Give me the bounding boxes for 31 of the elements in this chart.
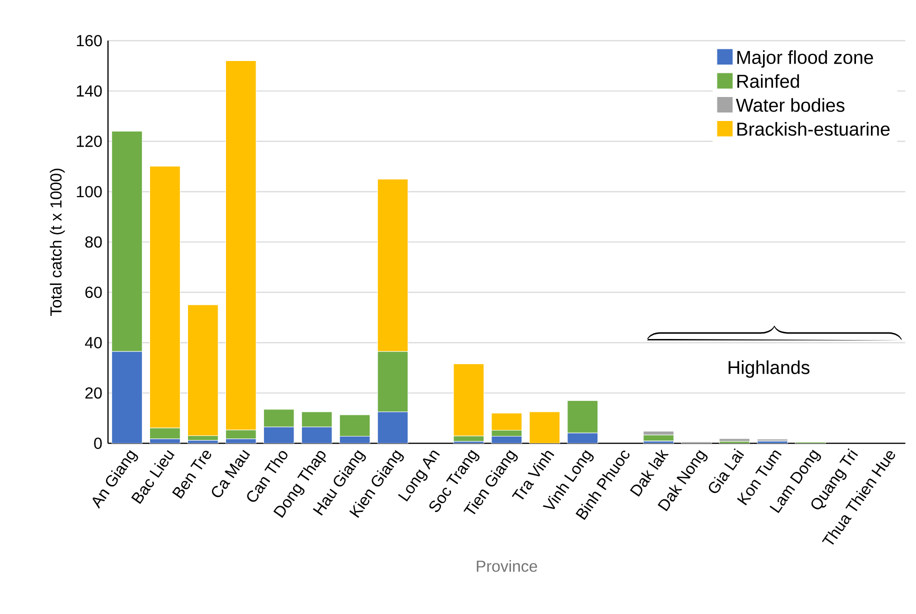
legend-label: Water bodies [736, 98, 844, 112]
bar [529, 412, 560, 444]
bar [150, 428, 180, 440]
y-tick-label: 80 [85, 236, 102, 248]
legend-label: Major flood zone [737, 50, 873, 68]
y-tick-label: 120 [76, 136, 102, 147]
bar [263, 409, 294, 428]
y-axis-title: Total catch (t x 1000) [50, 168, 65, 316]
y-tick-label: 0 [94, 438, 102, 449]
bar [150, 166, 180, 428]
bar [453, 364, 484, 436]
legend-label: Brackish-estuarine [737, 122, 890, 136]
annotation: Highlands [728, 360, 810, 378]
bar [377, 178, 408, 352]
y-tick-label: 160 [76, 35, 102, 46]
legend-label: Rainfed [737, 74, 799, 88]
x-tick-label: Gia Lai [708, 448, 744, 494]
y-tick-label: 100 [76, 186, 102, 198]
bar [187, 304, 218, 436]
x-axis-title: Province [476, 560, 538, 572]
y-tick-label: 60 [85, 286, 102, 298]
y-tick-label: 20 [85, 387, 102, 399]
bar [377, 351, 408, 412]
bar [339, 414, 370, 437]
bar [567, 400, 598, 434]
y-tick-label: 40 [84, 337, 102, 348]
bar [491, 412, 522, 431]
bar [112, 130, 142, 352]
y-tick-label: 140 [76, 85, 102, 97]
bar [225, 430, 256, 440]
bar [301, 412, 332, 428]
